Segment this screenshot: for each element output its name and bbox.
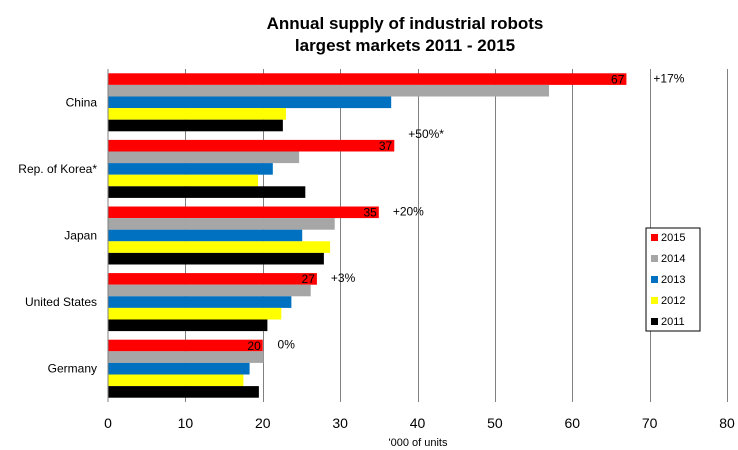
- bars: [108, 73, 627, 398]
- legend-label-2012: 2012: [661, 295, 685, 307]
- annotation-1: +50%*: [408, 127, 444, 141]
- category-label-2: Japan: [64, 229, 97, 243]
- bar-2012-2: [108, 241, 331, 253]
- data-label-2015-1: 37: [379, 139, 393, 153]
- bar-2013-4: [108, 362, 250, 375]
- bar-2015-4: [108, 339, 263, 352]
- bar-2013-0: [108, 96, 392, 109]
- bar-2011-4: [108, 386, 259, 398]
- chart-title-line-1: Annual supply of industrial robots: [267, 14, 544, 33]
- legend-label-2011: 2011: [661, 316, 685, 328]
- data-label-2015-2: 35: [363, 206, 377, 220]
- annotation-4: 0%: [278, 338, 296, 352]
- bar-2014-1: [108, 151, 300, 164]
- category-label-1: Rep. of Korea*: [18, 162, 97, 176]
- category-labels: China Rep. of Korea* Japan United States Ger…: [18, 95, 97, 375]
- legend-swatch-2013: [651, 276, 658, 283]
- data-label-2015-4: 20: [247, 339, 261, 353]
- bar-2014-2: [108, 218, 335, 230]
- data-label-2015-3: 27: [302, 272, 316, 286]
- bar-2011-3: [108, 319, 268, 332]
- x-tick-label-70: 70: [642, 415, 658, 431]
- bar-2015-0: [108, 73, 627, 85]
- data-labels: 67 37 35 27 20: [247, 72, 624, 352]
- legend-swatch-2011: [651, 318, 658, 325]
- category-label-0: China: [66, 95, 98, 109]
- bar-2011-2: [108, 252, 324, 265]
- bar-2012-0: [108, 108, 286, 120]
- category-label-4: Germany: [48, 362, 97, 376]
- x-tick-label-80: 80: [719, 415, 735, 431]
- legend-swatch-2015: [651, 234, 658, 241]
- bar-2015-1: [108, 139, 395, 152]
- bar-2013-1: [108, 163, 273, 175]
- x-tick-label-60: 60: [564, 415, 580, 431]
- legend-label-2015: 2015: [661, 232, 685, 244]
- bar-2013-3: [108, 296, 292, 308]
- x-tick-label-0: 0: [104, 415, 112, 431]
- bar-2015-2: [108, 206, 379, 219]
- x-tick-label-30: 30: [332, 415, 348, 431]
- annotations: +17% +50%* +20% +3% 0%: [278, 71, 685, 351]
- bar-2012-4: [108, 374, 244, 387]
- bar-2013-2: [108, 229, 303, 242]
- legend-swatch-2014: [651, 255, 658, 262]
- bar-2012-3: [108, 307, 282, 320]
- chart-title-line-2: largest markets 2011 - 2015: [295, 36, 515, 55]
- bar-2014-3: [108, 284, 311, 297]
- x-tick-label-10: 10: [178, 415, 194, 431]
- annotation-2: +20%: [393, 205, 424, 219]
- legend-swatch-2012: [651, 297, 658, 304]
- bar-2012-1: [108, 174, 259, 187]
- data-label-2015-0: 67: [611, 72, 625, 86]
- legend: 2015 2014 2013 2012 2011: [645, 227, 701, 332]
- bar-2014-4: [108, 351, 264, 363]
- x-tick-label-50: 50: [487, 415, 503, 431]
- bar-2011-1: [108, 186, 306, 198]
- bar-2014-0: [108, 84, 550, 97]
- annotation-0: +17%: [653, 71, 684, 85]
- x-tick-labels: 0 10 20 30 40 50 60 70 80: [104, 415, 735, 431]
- legend-label-2013: 2013: [661, 274, 685, 286]
- x-axis-title: '000 of units: [389, 437, 448, 449]
- bar-2015-3: [108, 273, 317, 285]
- category-label-3: United States: [25, 295, 97, 309]
- annotation-3: +3%: [331, 271, 356, 285]
- bar-2011-0: [108, 119, 283, 132]
- x-tick-label-20: 20: [255, 415, 271, 431]
- x-tick-label-40: 40: [410, 415, 426, 431]
- legend-label-2014: 2014: [661, 253, 685, 265]
